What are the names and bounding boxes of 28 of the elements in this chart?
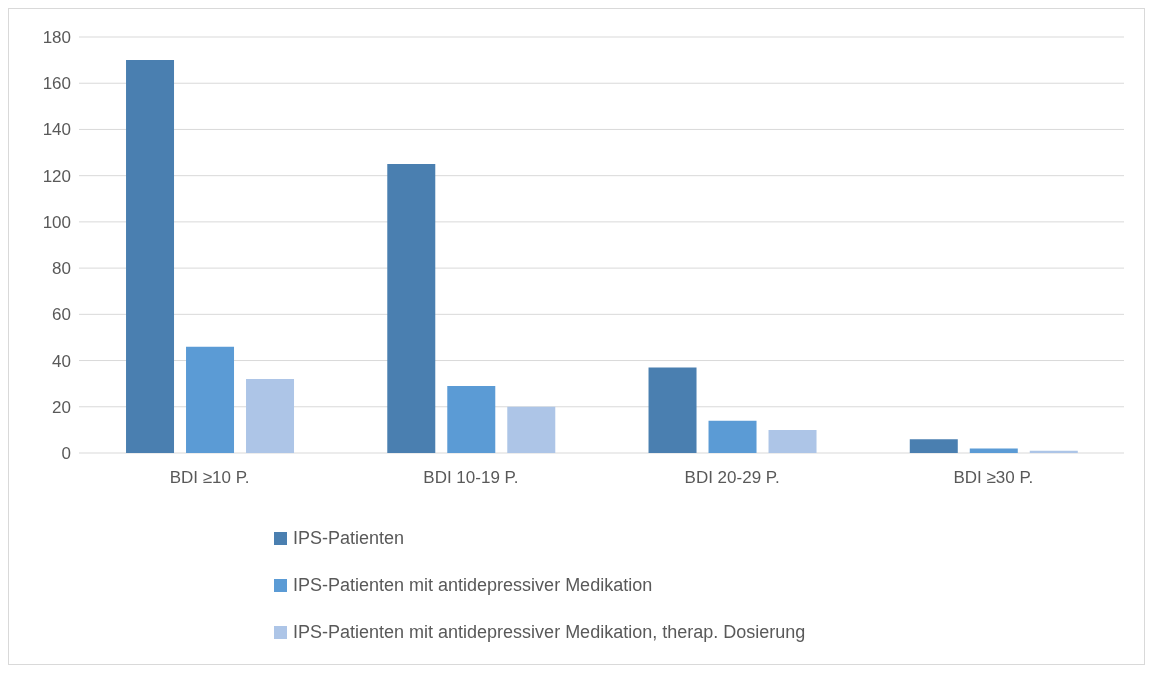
bar xyxy=(186,346,235,453)
bar xyxy=(909,439,958,453)
y-tick-label: 120 xyxy=(42,166,71,186)
bar xyxy=(126,60,175,453)
bar xyxy=(648,367,697,453)
bar xyxy=(708,420,757,453)
x-tick-label: BDI ≥30 P. xyxy=(953,468,1034,488)
x-tick-label: BDI 20-29 P. xyxy=(684,468,780,488)
legend-label: IPS-Patienten mit antidepressiver Medikation xyxy=(293,575,653,596)
y-tick-label: 100 xyxy=(42,212,71,232)
y-tick-label: 160 xyxy=(42,74,71,94)
legend-label: IPS-Patienten xyxy=(293,528,405,549)
y-tick-label: 60 xyxy=(52,305,71,325)
bar xyxy=(768,429,817,453)
y-tick-label: 20 xyxy=(52,397,71,417)
y-tick-label: 140 xyxy=(42,120,71,140)
bar xyxy=(246,379,295,453)
y-tick-label: 80 xyxy=(52,259,71,279)
bar xyxy=(969,448,1018,453)
legend-label: IPS-Patienten mit antidepressiver Medikation, therap. Dosierung xyxy=(293,622,806,643)
x-tick-label: BDI 10-19 P. xyxy=(423,468,519,488)
x-tick-label: BDI ≥10 P. xyxy=(169,468,250,488)
bar xyxy=(507,406,556,453)
y-tick-label: 40 xyxy=(52,351,71,371)
bar xyxy=(447,385,496,453)
y-tick-label: 0 xyxy=(61,444,71,464)
bar xyxy=(387,164,436,453)
y-tick-label: 180 xyxy=(42,28,71,48)
